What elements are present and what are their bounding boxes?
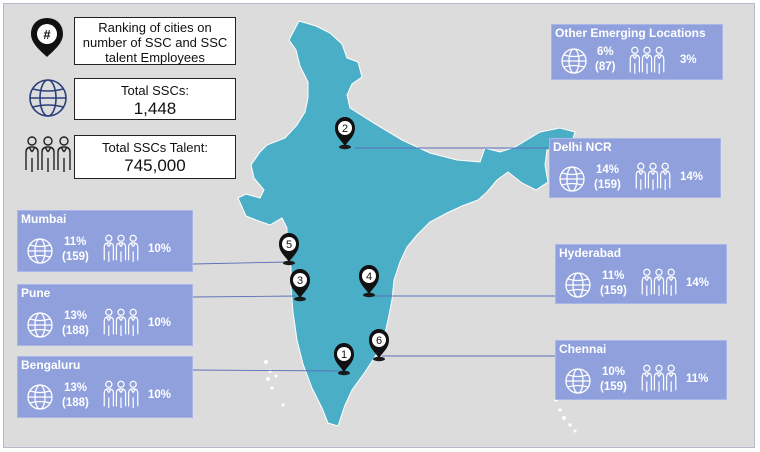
- map-pin-hyderabad: 4: [359, 265, 379, 298]
- card-mumbai: Mumbai 11% (159) 10%: [17, 210, 193, 272]
- legend-line: number of SSC and SSC: [82, 35, 228, 50]
- globe-icon: [565, 368, 591, 394]
- people-icon: [24, 134, 72, 176]
- legend-line: Ranking of cities on: [98, 20, 212, 35]
- ssc-count: (188): [62, 397, 89, 409]
- legend-line: talent Employees: [105, 50, 205, 65]
- people-icon: [641, 364, 677, 392]
- card-hyderabad: Hyderabad 11% (159) 14%: [555, 244, 727, 304]
- total-sscs-value: 1,448: [133, 99, 177, 118]
- ssc-count: (159): [600, 381, 627, 393]
- ranking-legend-text: Ranking of cities on number of SSC and S…: [74, 17, 236, 65]
- ssc-count: (188): [62, 325, 89, 337]
- ssc-share: 14%: [596, 164, 620, 176]
- map-pin-chennai: 6: [369, 329, 389, 362]
- ssc-share: 11%: [64, 236, 87, 248]
- card-pune: Pune 13% (188) 10%: [17, 284, 193, 346]
- card-title: Chennai: [559, 342, 607, 356]
- people-icon: [103, 234, 139, 262]
- talent-share: 10%: [148, 317, 172, 329]
- globe-icon: [27, 312, 53, 338]
- talent-share: 10%: [148, 243, 172, 255]
- talent-share: 14%: [686, 277, 710, 289]
- ssc-share: 11%: [602, 270, 625, 282]
- card-title: Bengaluru: [21, 358, 81, 372]
- people-icon: [635, 162, 671, 190]
- globe-icon: [559, 166, 585, 192]
- total-talent-box: Total SSCs Talent: 745,000: [74, 135, 236, 179]
- card-chennai: Chennai 10% (159) 11%: [555, 340, 727, 400]
- total-sscs-box: Total SSCs: 1,448: [74, 78, 236, 120]
- globe-icon: [24, 77, 72, 119]
- map-pin-bengaluru: 1: [334, 343, 354, 376]
- leader-line-mumbai: [192, 261, 288, 265]
- talent-share: 10%: [148, 389, 172, 401]
- ssc-count: (159): [594, 179, 621, 191]
- leader-line-pune: [192, 295, 297, 298]
- city-pins: 5 3 1 2 4 6: [279, 117, 389, 376]
- pin-rank: 1: [341, 349, 347, 361]
- card-title: Mumbai: [21, 212, 67, 226]
- card-title: Delhi NCR: [553, 140, 612, 154]
- card-other-emerging: Other Emerging Locations 6% (87) 3%: [551, 24, 723, 80]
- islands: [264, 360, 577, 433]
- globe-icon: [561, 48, 587, 74]
- globe-icon: [27, 384, 53, 410]
- card-title: Pune: [21, 286, 51, 300]
- card-bengaluru: Bengaluru 13% (188) 10%: [17, 356, 193, 418]
- people-icon: [629, 46, 665, 74]
- pin-rank: 3: [297, 275, 303, 287]
- pin-rank: 5: [286, 239, 292, 251]
- leader-lines: [192, 147, 555, 372]
- leader-line-bengaluru: [192, 369, 345, 372]
- globe-icon: [565, 272, 591, 298]
- ssc-count: (159): [62, 251, 89, 263]
- people-icon: [103, 308, 139, 336]
- total-talent-label: Total SSCs Talent:: [102, 140, 208, 155]
- ssc-count: (87): [595, 61, 616, 73]
- card-title: Hyderabad: [559, 246, 622, 260]
- ssc-share: 13%: [64, 310, 88, 322]
- badge-symbol: #: [43, 27, 51, 42]
- pin-rank: 2: [342, 123, 348, 135]
- card-title: Other Emerging Locations: [555, 26, 706, 40]
- total-sscs-label: Total SSCs:: [121, 83, 189, 98]
- ssc-share: 13%: [64, 382, 88, 394]
- map-pin-delhi-ncr: 2: [335, 117, 355, 150]
- card-delhi-ncr: Delhi NCR 14% (159) 14%: [549, 138, 721, 198]
- pin-rank: 4: [366, 271, 372, 283]
- people-icon: [103, 380, 139, 408]
- globe-icon: [27, 238, 53, 264]
- pin-rank: 6: [376, 335, 382, 347]
- ssc-share: 6%: [597, 46, 614, 58]
- ssc-share: 10%: [602, 366, 626, 378]
- india-mainland: [237, 20, 576, 427]
- talent-share: 11%: [686, 373, 709, 385]
- people-icon: [641, 268, 677, 296]
- ranking-badge-icon: #: [26, 16, 68, 60]
- talent-share: 14%: [680, 171, 704, 183]
- ssc-count: (159): [600, 285, 627, 297]
- total-talent-value: 745,000: [124, 156, 186, 175]
- talent-share: 3%: [680, 54, 697, 66]
- map-pin-pune: 3: [290, 269, 310, 302]
- map-pin-mumbai: 5: [279, 233, 299, 266]
